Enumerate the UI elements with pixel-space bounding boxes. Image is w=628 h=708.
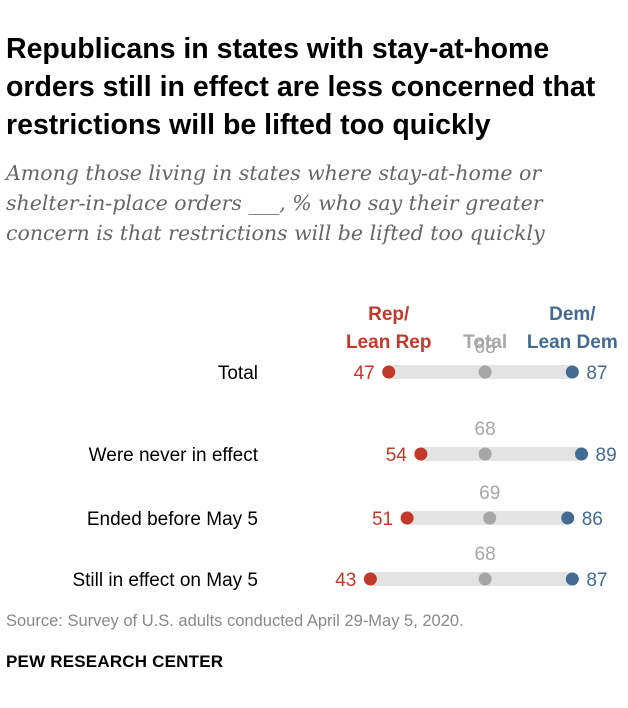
dot-rep [400,511,414,525]
legend-rep: Rep/Lean Rep [346,304,432,353]
legend-label-rep: Lean Rep [346,332,432,353]
dot-dem [565,572,579,586]
org-logo-text: PEW RESEARCH CENTER [6,652,224,671]
chart-row: Were never in effect 54 68 89 [89,419,617,466]
dot-total [483,511,497,525]
source-note: Source: Survey of U.S. adults conducted … [6,612,464,630]
dot-rep [414,447,428,461]
category-label: Total [218,363,258,384]
value-label-rep: 43 [335,570,356,591]
dot-dem [575,447,589,461]
value-label-total: 69 [479,483,500,504]
legend-total: Total [463,332,507,353]
value-label-rep: 51 [372,509,393,530]
value-label-rep: 47 [354,363,375,384]
value-label-total: 68 [475,544,496,565]
value-label-dem: 87 [586,363,607,384]
dot-dem [565,365,579,379]
chart-row: Total 47 68 87 [218,337,608,384]
legend-label-dem: Lean Dem [527,332,618,353]
value-label-dem: 89 [596,445,617,466]
chart-row: Still in effect on May 5 43 68 87 [72,544,607,591]
dot-rep [382,365,396,379]
value-label-total: 68 [475,337,496,358]
value-label-dem: 86 [582,509,603,530]
legend-label-dem: Dem/ [549,304,596,325]
category-label: Still in effect on May 5 [72,570,258,591]
chart-title: Republicans in states with stay-at-home … [6,33,596,141]
value-label-dem: 87 [586,570,607,591]
legend-dem: Dem/Lean Dem [527,304,618,353]
category-label: Ended before May 5 [87,509,258,530]
legend-label-total: Total [463,332,507,353]
value-label-rep: 54 [386,445,408,466]
category-label: Were never in effect [89,445,259,466]
range-bar [370,572,573,586]
dot-total [478,572,492,586]
plot-area: Total 47 68 87 Were never in effect 54 68 89 End… [72,337,616,591]
range-bar [420,447,582,461]
dot-total [478,365,492,379]
value-label-total: 68 [475,419,496,440]
legend-label-rep: Rep/ [368,304,410,325]
dot-rep [363,572,377,586]
chart-row: Ended before May 5 51 69 86 [87,483,603,530]
dot-total [478,447,492,461]
dot-dem [561,511,575,525]
chart-subtitle: Among those living in states where stay-… [6,161,545,245]
legend: Rep/Lean Rep Total Dem/Lean Dem [346,304,618,353]
